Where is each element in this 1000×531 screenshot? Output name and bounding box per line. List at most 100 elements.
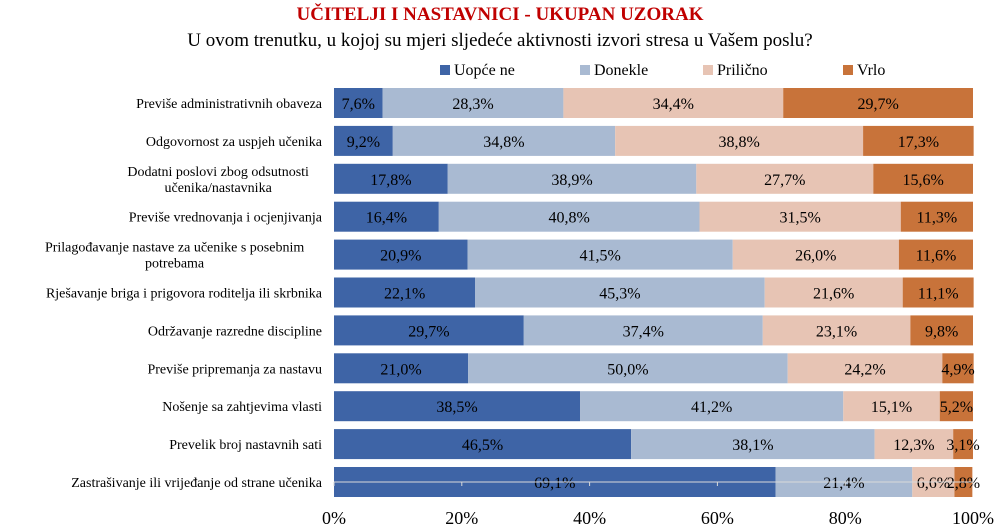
data-label: 46,5% [462, 437, 503, 454]
bar-segment [334, 353, 469, 384]
category-label: Previše vrednovanja i ocjenjivanja [129, 211, 323, 226]
legend-swatch [440, 65, 450, 75]
chart-title: UČITELJI I NASTAVNICI - UKUPAN UZORAK [296, 4, 704, 25]
legend-swatch [580, 65, 590, 75]
data-label: 37,4% [623, 323, 664, 340]
data-label: 17,8% [370, 172, 411, 189]
data-label: 9,8% [925, 323, 958, 340]
bar-segment [334, 163, 448, 194]
data-label: 29,7% [857, 96, 898, 113]
data-label: 26,0% [795, 248, 836, 265]
data-label: 38,9% [551, 172, 592, 189]
x-tick-label: 100% [952, 508, 994, 528]
category-label: Održavanje razredne discipline [148, 324, 322, 339]
bar-segment [467, 239, 733, 270]
bar-segment [939, 391, 973, 422]
bar-segment [382, 88, 564, 118]
data-label: 7,6% [342, 96, 375, 113]
data-label: 29,7% [408, 323, 449, 340]
bar-segment [580, 391, 844, 422]
bar-segment [873, 163, 973, 194]
category-label: Previše administrativnih obaveza [136, 97, 323, 112]
data-label: 21,4% [823, 475, 864, 492]
data-label: 34,8% [483, 134, 524, 151]
data-label: 40,8% [548, 210, 589, 227]
legend-label: Prilično [717, 62, 768, 79]
category-label: Prevelik broj nastavnih sati [169, 438, 322, 453]
bar-segment [843, 391, 940, 422]
bar-segment [696, 163, 874, 194]
legend-label: Uopće ne [454, 62, 515, 79]
category-label: Nošenje sa zahtjevima vlasti [162, 400, 322, 415]
data-label: 50,0% [607, 361, 648, 378]
data-label: 17,3% [898, 134, 939, 151]
x-tick-label: 0% [322, 508, 346, 528]
x-tick-label: 20% [445, 508, 478, 528]
x-tick-label: 40% [573, 508, 606, 528]
bar-segment [563, 88, 784, 118]
data-label: 31,5% [779, 210, 820, 227]
bar-segment [468, 353, 788, 384]
data-label: 21,6% [813, 286, 854, 303]
category-label-line: potrebama [145, 257, 205, 272]
bar-segment [334, 88, 383, 118]
category-label: Zastrašivanje ili vrijeđanje od strane u… [71, 476, 323, 491]
category-label: Previše pripremanja za nastavu [147, 362, 322, 377]
bar-segment [732, 239, 899, 270]
bar-segment [334, 239, 468, 270]
data-label: 20,9% [380, 248, 421, 265]
bar-segment [334, 429, 632, 460]
data-label: 12,3% [893, 437, 934, 454]
bar-segment [762, 315, 911, 346]
bar-segment [334, 277, 476, 308]
bar-segment [447, 163, 697, 194]
bar-segment [699, 201, 901, 232]
data-label: 38,1% [732, 437, 773, 454]
bar-segment [615, 125, 864, 156]
data-label: 21,0% [380, 361, 421, 378]
bar-segment [631, 429, 875, 460]
bar-segment [334, 125, 393, 156]
data-label: 3,1% [946, 437, 979, 454]
category-label-line: Prilagođavanje nastave za učenike s pose… [45, 241, 304, 256]
legend-label: Donekle [594, 62, 648, 79]
bar-segment [898, 239, 973, 270]
data-label: 11,6% [916, 248, 957, 265]
legend-swatch [843, 65, 853, 75]
bar-segment [874, 429, 954, 460]
data-label: 6,6% [917, 475, 950, 492]
category-label: Rješavanje briga i prigovora roditelja i… [46, 287, 323, 302]
bar-segment [942, 353, 974, 384]
bar-segment [475, 277, 765, 308]
data-label: 28,3% [452, 96, 493, 113]
bar-segment [764, 277, 903, 308]
bar-segment [334, 391, 581, 422]
legend-swatch [703, 65, 713, 75]
data-label: 69,1% [534, 475, 575, 492]
data-label: 5,2% [940, 399, 973, 416]
bar-segment [783, 88, 973, 118]
bar-segment [863, 125, 974, 156]
data-label: 45,3% [599, 286, 640, 303]
bar-segment [523, 315, 763, 346]
category-label-line: učenika/nastavnika [165, 181, 273, 196]
data-label: 38,8% [718, 134, 759, 151]
data-label: 11,3% [917, 210, 958, 227]
data-label: 34,4% [653, 96, 694, 113]
data-label: 23,1% [816, 323, 857, 340]
legend-label: Vrlo [857, 62, 885, 79]
category-label-line: Dodatni poslovi zbog odsutnosti [127, 165, 309, 180]
bar-segment [900, 201, 973, 232]
category-label: Odgovornost za uspjeh učenika [146, 135, 323, 150]
data-label: 22,1% [384, 286, 425, 303]
bar-segment [334, 315, 524, 346]
data-label: 27,7% [764, 172, 805, 189]
bar-segment [334, 201, 439, 232]
bar-segment [910, 315, 973, 346]
data-label: 41,2% [691, 399, 732, 416]
data-label: 16,4% [366, 210, 407, 227]
category-label: Prilagođavanje nastave za učenike s pose… [45, 241, 304, 272]
data-label: 9,2% [347, 134, 380, 151]
bar-segment [438, 201, 700, 232]
